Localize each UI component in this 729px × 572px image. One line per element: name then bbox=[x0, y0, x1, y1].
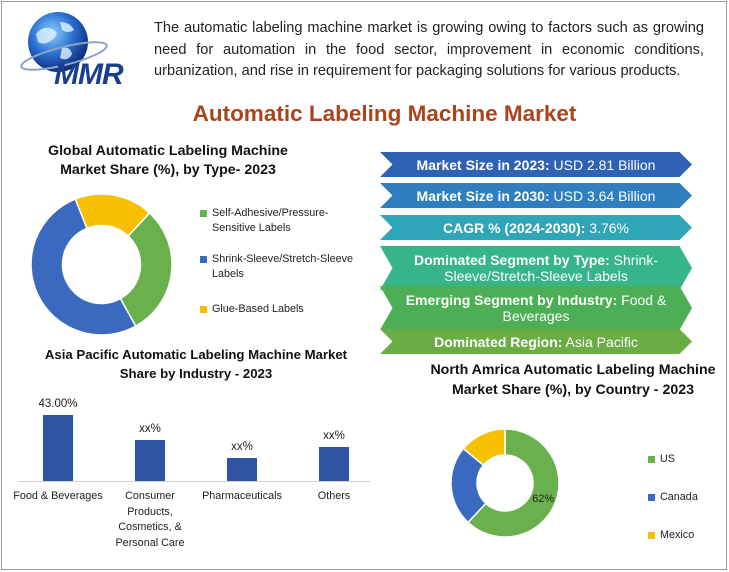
na-legend-item: Mexico bbox=[648, 528, 694, 543]
type-legend-swatch bbox=[200, 210, 207, 217]
highlight-arrow-6: Dominated Region: Asia Pacific bbox=[380, 329, 692, 354]
na-legend-label: US bbox=[660, 453, 675, 465]
na-legend-label: Canada bbox=[660, 491, 698, 503]
type-slice-3 bbox=[74, 193, 151, 238]
bar-4 bbox=[319, 447, 349, 481]
highlight-value: USD 3.64 Billion bbox=[549, 187, 656, 204]
bar-value-label: xx% bbox=[139, 422, 161, 435]
type-legend-item: Shrink-Sleeve/Stretch-Sleeve Labels bbox=[200, 252, 365, 281]
bar-category-label: Pharmaceuticals bbox=[202, 490, 282, 502]
bar-category-label: Others bbox=[317, 490, 351, 502]
main-title: Automatic Labeling Machine Market bbox=[192, 101, 577, 126]
na-slice-label: 62% bbox=[532, 493, 554, 505]
highlight-value: Asia Pacific bbox=[562, 333, 638, 350]
highlight-label: Market Size in 2023: bbox=[416, 156, 550, 173]
bar-value-label: xx% bbox=[323, 430, 345, 443]
type-legend-item: Self-Adhesive/Pressure-Sensitive Labels bbox=[200, 206, 365, 235]
highlight-label: Dominated Region: bbox=[434, 333, 563, 350]
x-axis-line bbox=[18, 481, 370, 482]
type-legend-label: Glue-Based Labels bbox=[212, 303, 304, 315]
type-legend-label: Shrink-Sleeve/Stretch-Sleeve Labels bbox=[212, 253, 354, 280]
na-legend-label: Mexico bbox=[660, 529, 695, 541]
na-legend-item: Canada bbox=[648, 490, 698, 505]
bar-2 bbox=[135, 439, 165, 481]
highlight-label: Emerging Segment by Industry: bbox=[405, 292, 618, 308]
highlight-arrow-3: CAGR % (2024-2030): 3.76% bbox=[380, 215, 692, 240]
na-legend-swatch bbox=[648, 494, 655, 501]
brand-logo: MMR bbox=[14, 8, 140, 92]
bar-value-label: xx% bbox=[231, 440, 253, 453]
na-slice-1 bbox=[466, 428, 560, 538]
intro-paragraph: The automatic labeling machine market is… bbox=[154, 20, 704, 79]
type-legend-label: Self-Adhesive/Pressure-Sensitive Labels bbox=[212, 207, 329, 234]
asia-pacific-bar-chart: 43.00% Food & Beverages xx% Consumer Produc… bbox=[12, 392, 370, 562]
globe-logo-icon bbox=[20, 12, 108, 72]
highlight-arrow-1: Market Size in 2023: USD 2.81 Billion bbox=[380, 152, 692, 177]
north-america-donut-chart: 62% bbox=[450, 428, 560, 538]
highlight-arrow-4: Dominated Segment by Type: Shrink-Sleeve… bbox=[380, 246, 692, 290]
bar-category-label: Food & Beverages bbox=[13, 490, 103, 502]
na-legend-swatch bbox=[648, 532, 655, 539]
highlight-label: Dominated Segment by Type: bbox=[413, 252, 610, 268]
type-legend-swatch bbox=[200, 256, 207, 263]
na-legend-item: US bbox=[648, 452, 675, 467]
type-donut-chart bbox=[30, 193, 173, 336]
asia-pacific-chart-title: Asia Pacific Automatic Labeling Machine … bbox=[44, 347, 348, 381]
type-chart-title: Global Automatic Labeling Machine Market… bbox=[48, 143, 288, 178]
north-america-chart-title: North Amrica Automatic Labeling Machine … bbox=[430, 362, 716, 398]
bar-value-label: 43.00% bbox=[38, 398, 78, 410]
type-slice-2 bbox=[30, 198, 137, 336]
highlight-value: Food & Beverages bbox=[502, 292, 667, 324]
na-legend-swatch bbox=[648, 456, 655, 463]
highlight-label: Market Size in 2030: bbox=[416, 187, 550, 204]
highlight-arrow-2: Market Size in 2030: USD 3.64 Billion bbox=[380, 183, 692, 208]
logo-text: MMR bbox=[54, 58, 124, 91]
na-slice-3 bbox=[462, 428, 506, 467]
highlight-value: USD 2.81 Billion bbox=[549, 156, 656, 173]
highlight-value: 3.76% bbox=[585, 219, 629, 236]
type-legend-swatch bbox=[200, 306, 207, 313]
type-legend-item: Glue-Based Labels bbox=[200, 302, 304, 317]
highlight-label: CAGR % (2024-2030): bbox=[443, 219, 586, 236]
bar-category-label: Consumer Products, Cosmetics, & Personal… bbox=[115, 490, 185, 549]
bar-3 bbox=[227, 457, 257, 481]
highlight-arrow-5: Emerging Segment by Industry: Food & Bev… bbox=[380, 286, 692, 330]
highlight-value: Shrink-Sleeve/Stretch-Sleeve Labels bbox=[444, 252, 658, 284]
bar-1 bbox=[43, 415, 73, 481]
